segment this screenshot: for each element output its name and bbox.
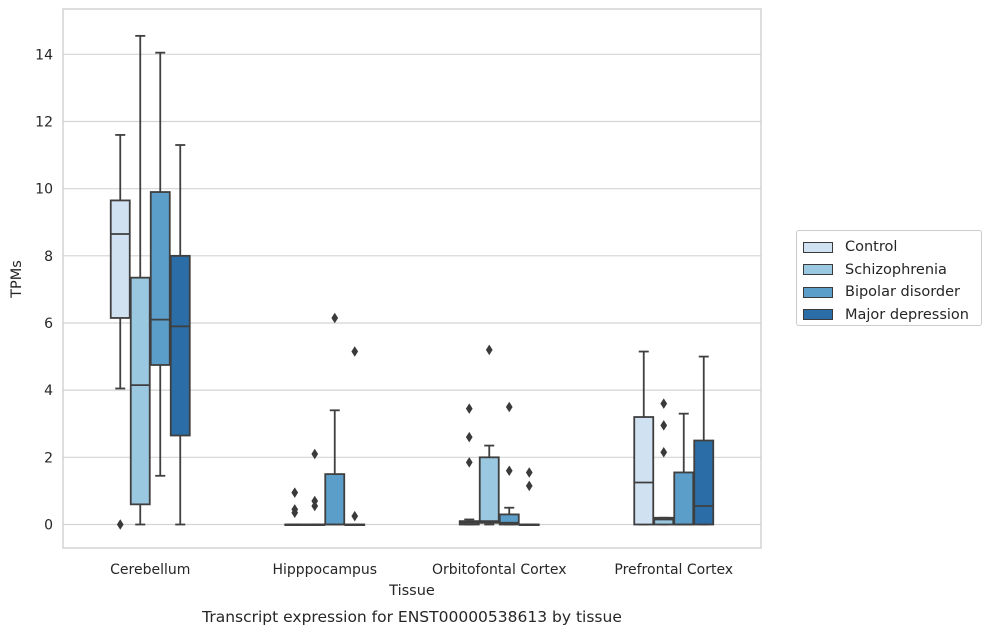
x-tick-label: Hipppocampus (272, 562, 377, 578)
y-tick-label: 0 (44, 517, 53, 533)
box-schizophrenia (304, 448, 326, 526)
outlier-point (660, 420, 668, 431)
box-iqr (653, 516, 675, 526)
box-schizophrenia (478, 344, 500, 526)
y-tick-label: 14 (35, 47, 53, 63)
x-tick-label: Prefrontal Cortex (614, 562, 733, 578)
legend-label-schizophrenia: Schizophrenia (845, 261, 947, 278)
box-iqr (109, 199, 131, 319)
legend-swatch-schizophrenia (803, 264, 833, 276)
legend: Control Schizophrenia Bipolar disorder M… (796, 230, 982, 326)
box-major-depression (344, 346, 366, 526)
box-control (284, 487, 306, 526)
y-tick-labels: 0 2 4 6 8 10 12 14 (35, 47, 53, 533)
x-tick-label: Cerebellum (110, 562, 190, 578)
outlier-point (291, 504, 299, 515)
x-axis-label: Tissue (388, 583, 435, 599)
y-tick-label: 2 (44, 450, 53, 466)
y-tick-label: 10 (35, 182, 53, 198)
box-iqr (673, 471, 695, 526)
legend-label-bipolar-disorder: Bipolar disorder (845, 284, 960, 301)
box-bipolar-disorder (498, 401, 520, 526)
legend-label-control: Control (845, 239, 898, 256)
box-iqr (478, 456, 500, 524)
outlier-point (465, 431, 473, 443)
y-tick-label: 12 (35, 115, 53, 131)
box-iqr (633, 416, 655, 526)
box-control (458, 403, 480, 526)
box-iqr (149, 191, 171, 366)
outlier-point (331, 312, 339, 324)
outlier-point (660, 398, 668, 409)
chart-title: Transcript expression for ENST0000053861… (201, 608, 622, 626)
box-major-depression (518, 467, 540, 526)
legend-label-major-depression: Major depression (845, 306, 969, 323)
outlier-point (505, 401, 513, 413)
y-axis-label: TPMs (9, 260, 25, 299)
box-control (633, 350, 655, 526)
legend-item-major-depression: Major depression (803, 304, 981, 327)
x-tick-labels: Cerebellum Hipppocampus Orbitofontal Corte… (110, 562, 733, 578)
outlier-point (485, 344, 493, 356)
box-layer (109, 34, 715, 530)
y-tick-label: 8 (44, 249, 53, 265)
legend-item-control: Control (803, 236, 981, 259)
box-bipolar-disorder (673, 412, 695, 526)
box-iqr (324, 473, 346, 526)
outlier-point (525, 480, 533, 492)
y-tick-label: 6 (44, 316, 53, 332)
box-schizophrenia (653, 398, 675, 526)
legend-swatch-major-depression (803, 309, 833, 321)
legend-item-bipolar-disorder: Bipolar disorder (803, 281, 981, 304)
box-bipolar-disorder (324, 312, 346, 526)
outlier-point (660, 447, 668, 458)
x-tick-label: Orbitofontal Cortex (432, 562, 567, 578)
outlier-point (116, 519, 124, 530)
outlier-point (465, 457, 473, 468)
box-iqr (169, 254, 191, 437)
outlier-point (311, 448, 319, 460)
box-bipolar-disorder (149, 51, 171, 477)
box-control (109, 134, 131, 530)
outlier-point (351, 346, 359, 357)
plot-frame (62, 8, 762, 549)
legend-swatch-control (803, 241, 833, 253)
box-iqr (129, 276, 151, 506)
box-major-depression (169, 144, 191, 526)
box-iqr (498, 513, 520, 526)
outlier-point (465, 403, 473, 414)
box-major-depression (693, 355, 715, 526)
outlier-point (311, 495, 319, 507)
outlier-point (525, 467, 533, 478)
legend-item-schizophrenia: Schizophrenia (803, 259, 981, 282)
y-tick-label: 4 (44, 383, 53, 399)
legend-swatch-bipolar-disorder (803, 286, 833, 298)
box-schizophrenia (129, 34, 151, 526)
outlier-point (351, 510, 359, 522)
box-iqr (693, 439, 715, 526)
outlier-point (505, 465, 513, 477)
outlier-point (291, 487, 299, 498)
